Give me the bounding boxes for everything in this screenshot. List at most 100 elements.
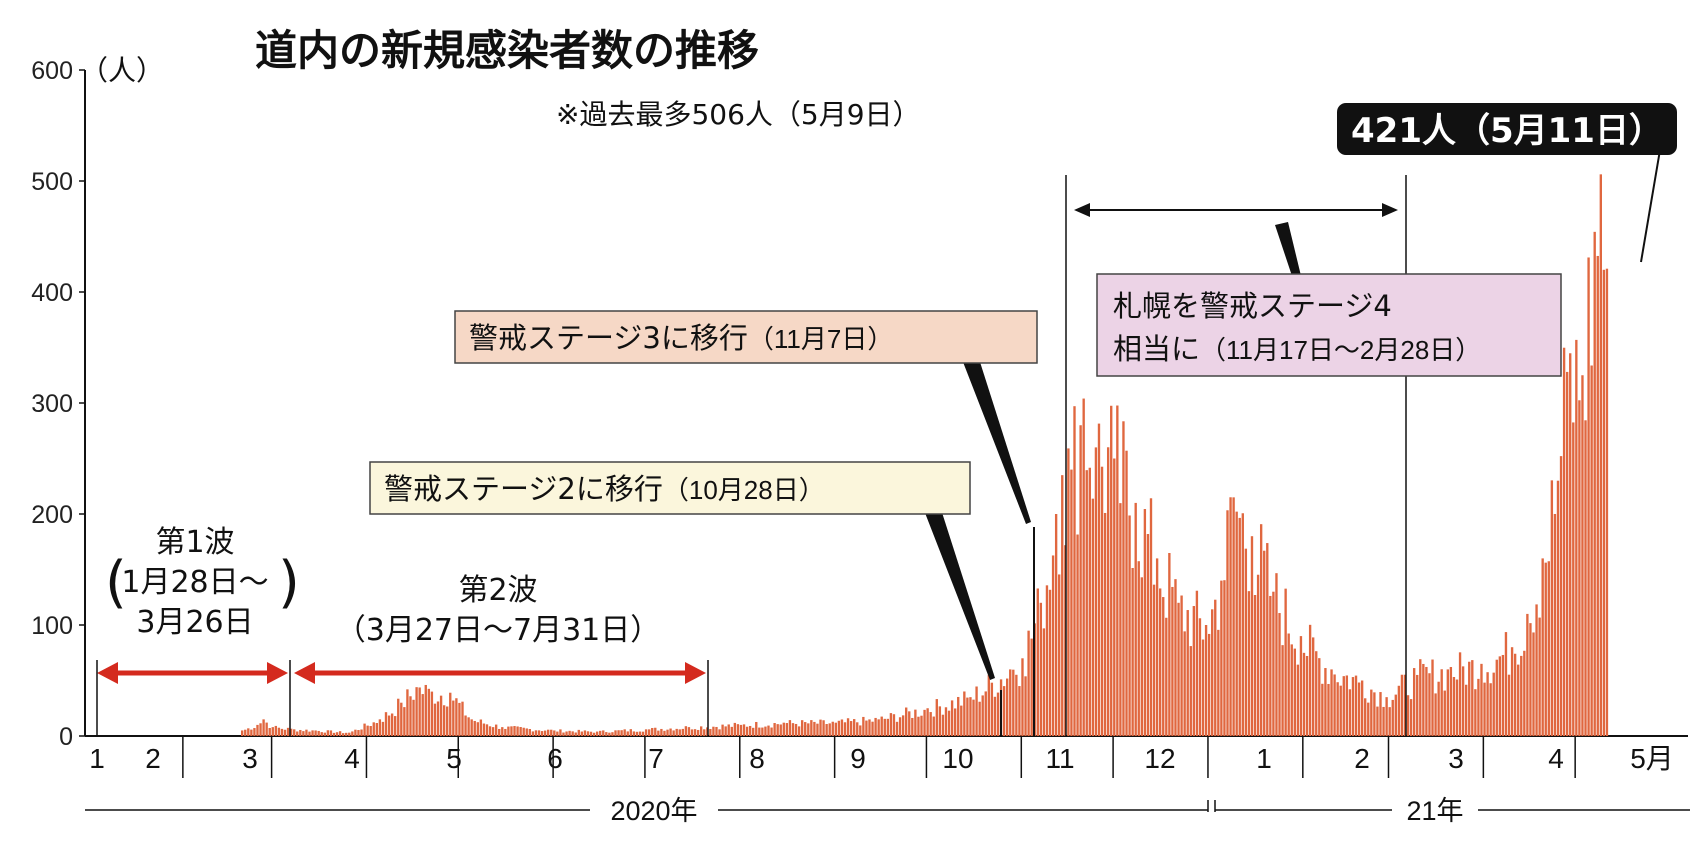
daily-case-bar [797, 726, 801, 736]
daily-case-bar [1054, 514, 1058, 736]
daily-case-bar [1226, 510, 1229, 736]
daily-case-bar [1565, 371, 1569, 736]
daily-case-bar [874, 717, 877, 736]
daily-case-bar [721, 724, 724, 736]
stage4-line1: 札幌を警戒ステージ4 [1113, 289, 1392, 323]
daily-case-bar [1263, 550, 1266, 736]
daily-case-bar [1036, 588, 1039, 736]
y-tick-label: 0 [59, 723, 73, 751]
daily-case-bar [886, 718, 890, 736]
daily-case-bar [1336, 682, 1339, 736]
daily-case-bar [559, 729, 562, 736]
x-month-label: 4 [344, 743, 360, 774]
daily-case-bar [345, 732, 348, 736]
daily-case-bar [993, 696, 997, 736]
daily-case-bar [1119, 503, 1122, 736]
daily-case-bar [1321, 683, 1324, 736]
daily-case-bar [1406, 695, 1410, 736]
daily-case-bar [953, 708, 957, 736]
month-axis: 1 2 3 4 5 6 7 8 9 10 11 12 1 2 3 4 5月 [89, 736, 1674, 778]
daily-case-bar [543, 730, 547, 736]
daily-case-bar [966, 697, 969, 736]
daily-case-bar [1073, 406, 1076, 736]
daily-case-bar [595, 731, 599, 736]
daily-case-bar [1296, 664, 1300, 736]
daily-case-bar [1293, 648, 1296, 736]
daily-case-bar [868, 719, 871, 736]
daily-case-bar [877, 719, 880, 736]
daily-case-bar [534, 730, 538, 736]
daily-case-bar [675, 728, 678, 736]
daily-case-bar [550, 729, 553, 736]
daily-case-bar [1042, 628, 1046, 736]
daily-case-bar [470, 719, 473, 736]
stage4-line2: 相当に（11月17日～2月28日） [1113, 332, 1481, 366]
daily-case-bar [1437, 681, 1440, 736]
daily-case-bar [617, 730, 620, 736]
daily-case-bar [638, 731, 642, 736]
daily-case-bar [1376, 706, 1379, 736]
daily-case-bar [1238, 517, 1241, 736]
daily-case-bar [608, 732, 611, 736]
x-month-label: 2 [1354, 743, 1370, 774]
daily-case-bar [1143, 509, 1147, 736]
daily-case-bar [516, 726, 519, 736]
daily-case-bar [938, 706, 942, 736]
daily-case-bar [1220, 580, 1223, 736]
daily-case-bar [406, 689, 409, 736]
daily-case-bar [1532, 632, 1535, 736]
daily-case-bar [1391, 699, 1394, 736]
daily-case-bar [1134, 502, 1137, 736]
daily-case-bar [923, 709, 926, 736]
daily-case-bar [1425, 666, 1428, 736]
daily-case-bar [1520, 655, 1523, 736]
daily-case-bar [1440, 669, 1443, 736]
stage3-text: 警戒ステージ3に移行（11月7日） [469, 321, 893, 355]
daily-case-bar [577, 729, 580, 736]
daily-case-bar [369, 726, 372, 736]
daily-case-bar [767, 725, 770, 736]
daily-case-bar [678, 729, 681, 736]
daily-case-bar [1507, 674, 1511, 736]
daily-case-bar [1253, 594, 1257, 736]
daily-case-bar [491, 727, 495, 736]
daily-case-bar [1452, 677, 1456, 736]
daily-case-bar [1556, 480, 1560, 736]
daily-case-bar [1012, 669, 1015, 736]
daily-case-bar [1605, 268, 1609, 736]
daily-case-bar [452, 700, 455, 736]
daily-case-bar [1116, 405, 1119, 736]
daily-case-bar [293, 729, 296, 736]
daily-case-bar [397, 698, 400, 736]
daily-case-bar [1446, 669, 1449, 736]
daily-case-bar [1510, 647, 1514, 736]
daily-case-bar [614, 730, 617, 736]
daily-case-bar [473, 720, 476, 736]
daily-case-bar [1562, 347, 1566, 736]
wave1-annotation: 第1波 ( ) 1月28日～ 3月26日 [96, 525, 300, 736]
daily-case-bar [715, 726, 718, 736]
daily-case-bar [1431, 659, 1434, 736]
x-month-label: 1 [1256, 743, 1272, 774]
daily-case-bar [501, 727, 504, 736]
daily-case-bar [1207, 633, 1211, 736]
daily-case-bar [1125, 450, 1128, 736]
daily-case-bar [433, 703, 437, 736]
daily-case-bar [1009, 669, 1012, 736]
daily-case-bar [1339, 685, 1342, 736]
daily-case-bar [1082, 398, 1085, 736]
daily-case-bar [794, 723, 798, 736]
daily-case-bar [892, 714, 896, 736]
daily-case-bar [733, 722, 737, 736]
daily-case-bar [1024, 676, 1027, 736]
daily-case-bar [1058, 574, 1061, 736]
daily-case-bar [1048, 589, 1052, 736]
daily-case-bar [822, 720, 825, 736]
daily-case-bar [978, 701, 981, 736]
stage2-annotation: 警戒ステージ2に移行（10月28日） [369, 461, 995, 680]
daily-case-bar [1513, 653, 1517, 736]
daily-case-bar [568, 730, 571, 736]
daily-case-bar [1360, 680, 1364, 736]
daily-case-bar [265, 722, 268, 736]
daily-case-bar [611, 732, 614, 736]
